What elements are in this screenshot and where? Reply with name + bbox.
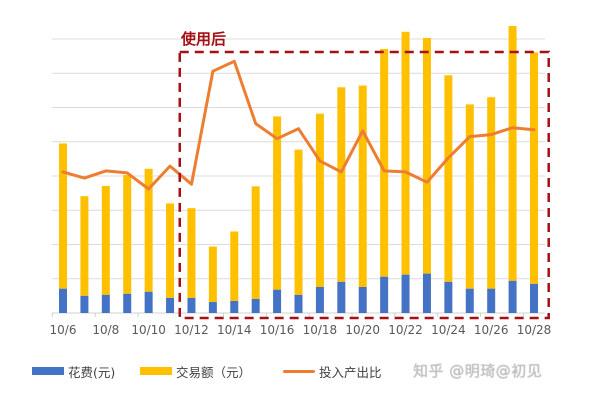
revenue-bar	[422, 37, 431, 274]
cost-bar	[444, 281, 453, 313]
cost-bar	[101, 294, 110, 313]
cost-bar	[530, 283, 538, 313]
x-tick-label: 10/20	[345, 323, 380, 337]
cost-bar	[358, 286, 367, 313]
roi-line-swatch-icon	[283, 369, 315, 373]
cost-bar	[273, 289, 282, 313]
cost-bar	[487, 288, 496, 313]
after-use-highlight-box	[178, 50, 550, 320]
revenue-bar	[465, 104, 474, 289]
legend: 花费(元) 交易额（元） 投入产出比	[0, 360, 600, 390]
cost-bar	[380, 276, 389, 313]
cost-bar	[187, 297, 196, 313]
revenue-bar	[208, 246, 217, 303]
revenue-bar	[251, 186, 260, 299]
roi-line	[61, 59, 536, 191]
watermark: 知乎 @明琦@初见	[413, 362, 543, 380]
legend-label-roi: 投入产出比	[319, 364, 382, 380]
cost-bar	[59, 288, 67, 313]
legend-item-roi: 投入产出比	[283, 360, 382, 382]
revenue-bar	[358, 85, 367, 287]
cost-swatch-icon	[32, 367, 64, 375]
cost-bar	[80, 295, 89, 313]
revenue-bar	[337, 87, 346, 282]
cost-bar	[401, 274, 410, 313]
x-tick-label: 10/22	[388, 323, 423, 337]
revenue-bar	[487, 97, 496, 289]
x-tick-label: 10/6	[50, 323, 77, 337]
cost-bar	[508, 280, 517, 313]
revenue-bar	[530, 52, 538, 284]
revenue-bar	[187, 208, 196, 298]
chart-plot: 10/6 10/8 10/10 10/12 10/14 10/16 10/18 10/20 10…	[50, 25, 552, 337]
revenue-bar	[294, 149, 303, 295]
revenue-bar	[59, 143, 67, 289]
x-tick-label: 10/12	[174, 323, 209, 337]
revenue-bar	[508, 25, 517, 281]
revenue-bar	[401, 31, 410, 275]
x-tick-label: 10/28	[517, 323, 552, 337]
x-tick-label: 10/16	[260, 323, 295, 337]
x-tick-label: 10/24	[431, 323, 466, 337]
stacked-bars	[59, 25, 538, 313]
x-tick-label: 10/8	[92, 323, 119, 337]
x-axis: 10/6 10/8 10/10 10/12 10/14 10/16 10/18 10/20 10…	[50, 313, 552, 337]
revenue-bar	[123, 174, 132, 294]
revenue-bar	[444, 75, 453, 282]
legend-label-revenue: 交易额（元）	[176, 364, 252, 380]
cost-bar	[294, 294, 303, 313]
revenue-bar	[101, 185, 110, 295]
cost-bar	[337, 281, 346, 313]
x-tick-label: 10/14	[217, 323, 252, 337]
cost-bar	[251, 298, 260, 313]
cost-bar	[465, 288, 474, 313]
revenue-bar	[273, 116, 282, 290]
revenue-bar	[144, 168, 153, 292]
legend-label-cost: 花费(元)	[68, 364, 116, 380]
x-tick-label: 10/18	[303, 323, 338, 337]
cost-bar	[230, 301, 239, 313]
revenue-bar	[315, 113, 324, 287]
legend-item-cost: 花费(元)	[32, 360, 115, 382]
cost-bar	[166, 297, 175, 313]
revenue-swatch-icon	[140, 367, 172, 375]
revenue-bar	[380, 48, 389, 277]
legend-item-revenue: 交易额（元）	[140, 360, 251, 382]
x-tick-label: 10/10	[131, 323, 166, 337]
cost-bar	[422, 273, 431, 313]
revenue-bar	[80, 196, 89, 296]
revenue-bar	[230, 231, 239, 302]
cost-bar	[144, 291, 153, 313]
cost-bar	[123, 293, 132, 313]
cost-bar	[315, 286, 324, 313]
after-use-label: 使用后	[180, 30, 226, 48]
x-tick-label: 10/26	[474, 323, 509, 337]
revenue-bar	[166, 203, 175, 298]
cost-bar	[208, 302, 217, 313]
